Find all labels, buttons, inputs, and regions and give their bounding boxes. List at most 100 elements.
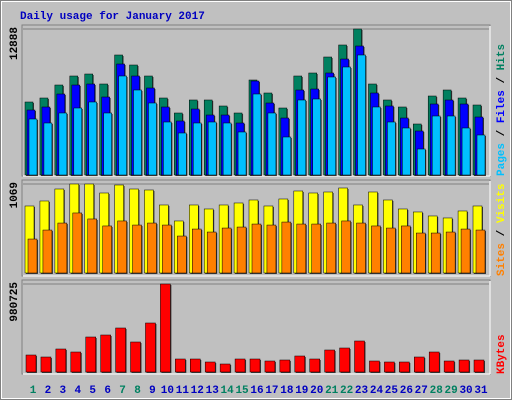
bar xyxy=(384,361,395,373)
bar xyxy=(28,118,38,176)
panel xyxy=(21,279,491,375)
bar xyxy=(25,354,37,373)
bar xyxy=(341,220,351,274)
bar xyxy=(356,222,366,274)
bar xyxy=(100,334,111,373)
bar xyxy=(57,222,68,274)
bar xyxy=(266,224,277,274)
bar xyxy=(130,341,141,373)
bar xyxy=(249,358,261,373)
bar xyxy=(58,112,68,176)
bar xyxy=(297,99,307,176)
bar xyxy=(192,228,202,274)
y-tick-label: 980725 xyxy=(9,282,21,322)
bar xyxy=(251,223,262,274)
bar xyxy=(430,232,441,274)
bar xyxy=(160,283,171,373)
bar xyxy=(281,221,292,274)
bar xyxy=(175,358,186,373)
bar xyxy=(88,101,97,176)
bar xyxy=(443,360,455,373)
bar xyxy=(458,359,470,373)
bar xyxy=(55,348,67,373)
bar xyxy=(414,356,425,373)
legend-separator: / xyxy=(496,223,508,243)
bar xyxy=(279,359,291,373)
bar xyxy=(177,235,187,274)
bar xyxy=(190,358,201,373)
bar xyxy=(204,361,216,373)
bar xyxy=(312,98,321,176)
bar xyxy=(326,222,336,274)
x-tick-label: 4 xyxy=(74,385,81,397)
bar xyxy=(133,89,142,176)
y-tick-label: 12888 xyxy=(9,27,21,60)
legend: Pages / Files / Hits xyxy=(496,44,508,176)
x-tick-label: 31 xyxy=(474,385,488,397)
bar xyxy=(399,361,410,373)
bar xyxy=(221,227,232,274)
x-tick-label: 28 xyxy=(430,385,444,397)
bar xyxy=(309,358,320,373)
bar xyxy=(417,148,426,176)
bar xyxy=(445,231,456,274)
bar xyxy=(369,360,380,373)
x-tick-label: 23 xyxy=(355,385,369,397)
bar xyxy=(117,220,127,274)
bar xyxy=(40,356,52,373)
bar xyxy=(234,358,246,373)
x-tick-label: 30 xyxy=(459,385,472,397)
bar xyxy=(402,127,411,176)
bar xyxy=(476,134,486,176)
legend-entry: Files xyxy=(496,90,508,123)
y-tick-label: 1069 xyxy=(9,182,21,208)
legend-entry: Sites xyxy=(496,243,508,276)
bar xyxy=(431,115,441,176)
bar xyxy=(193,122,202,176)
bar xyxy=(357,54,366,176)
x-tick-label: 20 xyxy=(310,385,323,397)
bar xyxy=(461,127,471,176)
bar xyxy=(115,327,126,373)
x-tick-label: 10 xyxy=(161,385,174,397)
x-tick-label: 26 xyxy=(400,385,413,397)
x-tick-label: 12 xyxy=(191,385,204,397)
bar xyxy=(327,76,336,176)
bar xyxy=(267,112,277,176)
bar xyxy=(70,351,82,373)
bar xyxy=(428,351,440,373)
bar xyxy=(387,121,396,176)
bar xyxy=(132,224,142,274)
bar xyxy=(103,112,112,176)
bar xyxy=(42,229,53,274)
x-tick-label: 17 xyxy=(265,385,278,397)
bar xyxy=(85,336,96,373)
x-tick-label: 16 xyxy=(250,385,263,397)
bar xyxy=(72,212,83,274)
bar xyxy=(296,223,307,274)
bar xyxy=(118,75,127,176)
x-tick-label: 22 xyxy=(340,385,353,397)
x-tick-label: 9 xyxy=(149,385,156,397)
bar xyxy=(324,349,335,373)
x-tick-label: 24 xyxy=(370,385,384,397)
bar xyxy=(252,93,262,176)
legend-entry: KBytes xyxy=(496,334,508,374)
bar xyxy=(43,122,53,176)
x-tick-label: 29 xyxy=(445,385,458,397)
bar xyxy=(282,136,292,176)
bar xyxy=(145,322,156,373)
x-tick-label: 1 xyxy=(30,385,37,397)
x-tick-label: 27 xyxy=(415,385,428,397)
bar xyxy=(207,121,217,176)
x-tick-label: 18 xyxy=(280,385,294,397)
bar xyxy=(222,122,232,176)
x-tick-label: 5 xyxy=(89,385,96,397)
bar xyxy=(236,226,247,274)
x-tick-label: 6 xyxy=(104,385,111,397)
x-tick-label: 21 xyxy=(325,385,339,397)
bar xyxy=(460,228,471,274)
bar xyxy=(354,340,365,373)
